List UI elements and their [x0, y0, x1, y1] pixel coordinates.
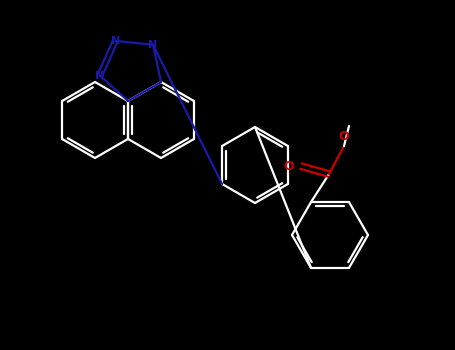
- Text: O: O: [283, 160, 294, 173]
- Text: N: N: [111, 36, 120, 46]
- Text: O: O: [339, 130, 349, 142]
- Text: N: N: [95, 71, 105, 80]
- Text: N: N: [148, 40, 158, 50]
